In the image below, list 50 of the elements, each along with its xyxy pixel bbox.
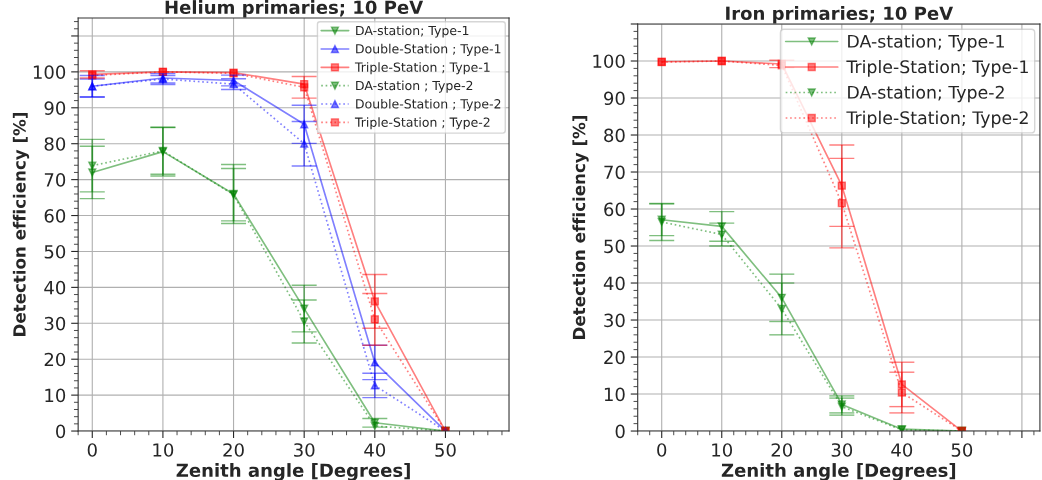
x-tick-label: 0 bbox=[87, 443, 97, 457]
x-tick-label: 50 bbox=[435, 443, 456, 457]
y-tick-label: 100 bbox=[593, 54, 625, 69]
y-tick-label: 30 bbox=[604, 313, 625, 328]
y-tick-label: 90 bbox=[604, 91, 625, 106]
legend-label: Triple-Station; Type-1 bbox=[846, 59, 1028, 77]
y-tick-label: 80 bbox=[44, 137, 66, 151]
legend-label: DA-station; Type-1 bbox=[356, 25, 469, 38]
y-tick-label: 40 bbox=[44, 280, 66, 295]
y-tick-label: 70 bbox=[44, 173, 66, 187]
x-tick-label: 50 bbox=[951, 443, 973, 457]
y-tick-label: 20 bbox=[44, 352, 66, 367]
y-tick-label: 20 bbox=[604, 350, 625, 365]
legend-label: DA-station ; Type-2 bbox=[356, 80, 473, 93]
y-tick-label: 60 bbox=[604, 202, 625, 217]
x-tick-label: 10 bbox=[712, 443, 733, 457]
legend-label: Double-Station ; Type-1 bbox=[356, 43, 501, 56]
y-tick-label: 10 bbox=[604, 387, 625, 402]
x-tick-label: 10 bbox=[153, 443, 174, 457]
y-tick-label: 50 bbox=[44, 244, 66, 259]
y-tick-label: 100 bbox=[33, 65, 66, 79]
y-tick-label: 80 bbox=[604, 128, 625, 143]
x-tick-label: 0 bbox=[657, 443, 667, 457]
x-axis-title: Zenith angle [Degrees] bbox=[176, 463, 410, 480]
x-tick-label: 40 bbox=[364, 443, 386, 457]
x-tick-label: 30 bbox=[831, 443, 853, 457]
y-tick-label: 90 bbox=[44, 101, 66, 115]
chart-title: Helium primaries; 10 PeV bbox=[165, 0, 424, 18]
x-tick-label: 40 bbox=[891, 443, 913, 457]
y-tick-label: 10 bbox=[45, 388, 66, 403]
x-tick-label: 20 bbox=[223, 443, 244, 457]
legend-label: Double-Station ; Type-2 bbox=[356, 98, 501, 111]
y-tick-label: 70 bbox=[604, 165, 625, 180]
y-axis-title: Detection efficiency [%] bbox=[12, 113, 30, 336]
legend-label: Triple-Station ; Type-1 bbox=[354, 62, 490, 75]
y-tick-label: 30 bbox=[44, 316, 66, 331]
chart-title: Iron primaries; 10 PeV bbox=[726, 6, 954, 24]
legend-label: DA-station; Type-1 bbox=[848, 34, 1004, 52]
legend-label: Triple-Station; Type-2 bbox=[846, 110, 1028, 128]
x-tick-label: 20 bbox=[771, 443, 793, 457]
y-tick-label: 40 bbox=[603, 276, 625, 291]
y-tick-label: 0 bbox=[615, 424, 625, 439]
x-axis-title: Zenith angle [Degrees] bbox=[721, 463, 956, 480]
legend-label: Triple-Station ; Type-2 bbox=[354, 117, 490, 130]
y-tick-label: 50 bbox=[604, 239, 625, 254]
x-tick-label: 30 bbox=[294, 443, 315, 457]
y-axis-title: Detection efficiency [%] bbox=[572, 116, 589, 339]
y-tick-label: 0 bbox=[56, 424, 66, 439]
legend-label: DA-station; Type-2 bbox=[848, 85, 1004, 103]
y-tick-label: 60 bbox=[44, 209, 66, 223]
